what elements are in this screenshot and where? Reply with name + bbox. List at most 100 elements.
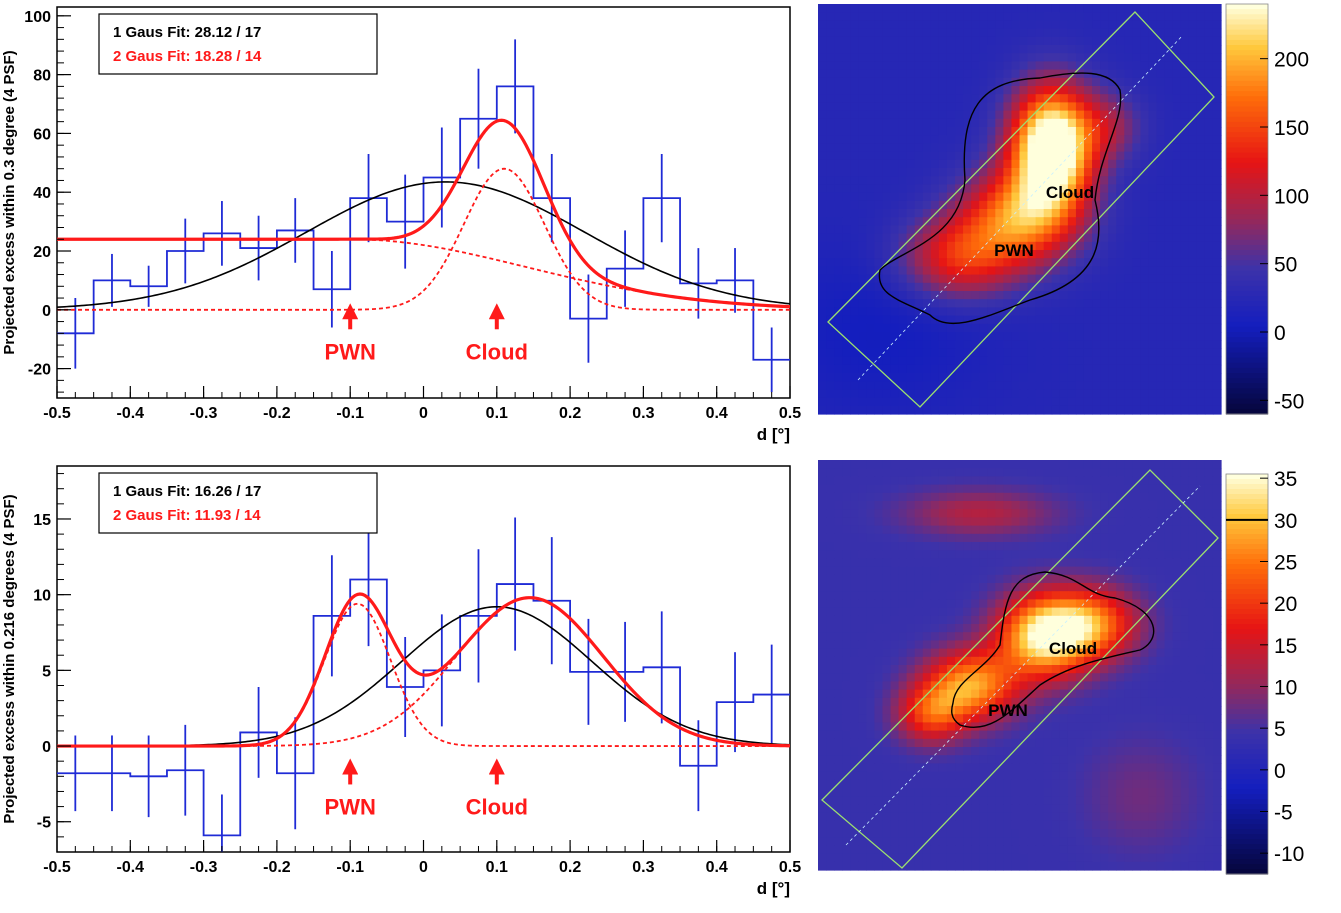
heatmap-cell: [818, 780, 827, 789]
heatmap-cell: [1044, 258, 1053, 267]
heatmap-cell: [1124, 70, 1133, 79]
heatmap-cell: [1116, 283, 1125, 292]
heatmap-cell: [987, 127, 996, 136]
heatmap-cell: [1181, 796, 1190, 805]
heatmap-cell: [915, 78, 924, 87]
heatmap-cell: [923, 102, 932, 111]
heatmap-cell: [1003, 209, 1012, 218]
heatmap-cell: [826, 12, 835, 21]
heatmap-cell: [850, 591, 859, 600]
heatmap-cell: [1036, 406, 1045, 415]
heatmap-cell: [1076, 348, 1085, 357]
heatmap-cell: [842, 29, 851, 38]
heatmap-cell: [1205, 599, 1214, 608]
heatmap-cell: [915, 234, 924, 243]
heatmap-cell: [1132, 70, 1141, 79]
heatmap-cell: [818, 160, 827, 169]
heatmap-cell: [1165, 640, 1174, 649]
heatmap-cell: [1092, 316, 1101, 325]
heatmap-cell: [1181, 102, 1190, 111]
data-histogram: [57, 580, 790, 836]
heatmap-cell: [1197, 406, 1206, 415]
heatmap-cell: [1173, 184, 1182, 193]
heatmap-cell: [899, 406, 908, 415]
heatmap-cell: [1132, 152, 1141, 161]
heatmap-cell: [1044, 143, 1053, 152]
heatmap-cell: [1060, 152, 1069, 161]
heatmap-cell: [1132, 127, 1141, 136]
heatmap-cell: [818, 291, 827, 300]
heatmap-cell: [1116, 20, 1125, 29]
heatmap-cell: [882, 632, 891, 641]
heatmap-cell: [1084, 690, 1093, 699]
heatmap-cell: [1052, 747, 1061, 756]
heatmap-cell: [834, 591, 843, 600]
heatmap-cell: [1148, 61, 1157, 70]
heatmap-cell: [866, 755, 875, 764]
heatmap-cell: [907, 485, 916, 494]
heatmap-cell: [850, 534, 859, 543]
heatmap-cell: [995, 398, 1004, 407]
heatmap-cell: [915, 583, 924, 592]
heatmap-cell: [850, 608, 859, 617]
heatmap-cell: [907, 152, 916, 161]
heatmap-cell: [987, 45, 996, 54]
heatmap-cell: [866, 780, 875, 789]
heatmap-cell: [842, 583, 851, 592]
y-tick-label: 5: [42, 663, 51, 680]
heatmap-cell: [1084, 698, 1093, 707]
heatmap-cell: [1020, 357, 1029, 366]
heatmap-cell: [1124, 201, 1133, 210]
heatmap-cell: [891, 324, 900, 333]
heatmap-cell: [1036, 460, 1045, 469]
heatmap-cell: [1011, 796, 1020, 805]
heatmap-cell: [818, 332, 827, 341]
heatmap-cell: [818, 763, 827, 772]
heatmap-cell: [834, 690, 843, 699]
heatmap-cell: [1068, 53, 1077, 62]
heatmap-cell: [1157, 542, 1166, 551]
heatmap-cell: [1100, 534, 1109, 543]
heatmap-cell: [1036, 796, 1045, 805]
heatmap-cell: [1060, 583, 1069, 592]
heatmap-cell: [899, 755, 908, 764]
heatmap-cell: [1124, 558, 1133, 567]
heatmap-cell: [842, 201, 851, 210]
colorbar-segment: [1226, 368, 1268, 374]
heatmap-cell: [826, 698, 835, 707]
colorbar-segment: [1226, 404, 1268, 410]
heatmap-cell: [971, 119, 980, 128]
heatmap-cell: [858, 20, 867, 29]
colorbar-segment: [1226, 194, 1268, 200]
heatmap-cell: [1003, 4, 1012, 13]
heatmap-cell: [907, 796, 916, 805]
heatmap-cell: [842, 61, 851, 70]
heatmap-cell: [842, 731, 851, 740]
heatmap-cell: [1116, 53, 1125, 62]
heatmap-cell: [979, 747, 988, 756]
heatmap-cell: [931, 624, 940, 633]
heatmap-cell: [987, 468, 996, 477]
heatmap-cell: [858, 681, 867, 690]
heatmap-cell: [915, 160, 924, 169]
heatmap-cell: [1132, 722, 1141, 731]
heatmap-cell: [1100, 307, 1109, 316]
heatmap-cell: [1020, 542, 1029, 551]
heatmap-cell: [1108, 632, 1117, 641]
heatmap-cell: [995, 526, 1004, 535]
heatmap-cell: [1092, 739, 1101, 748]
heatmap-cell: [818, 53, 827, 62]
heatmap-cell: [915, 94, 924, 103]
y-tick-label: 100: [24, 9, 51, 26]
heatmap-cell: [1003, 583, 1012, 592]
heatmap-cell: [834, 37, 843, 46]
heatmap-cell: [882, 788, 891, 797]
x-tick-label: -0.1: [336, 405, 364, 422]
heatmap-cell: [947, 340, 956, 349]
heatmap-cell: [955, 29, 964, 38]
heatmap-cell: [979, 275, 988, 284]
heatmap-cell: [947, 632, 956, 641]
heatmap-cell: [1052, 348, 1061, 357]
heatmap-cell: [1020, 291, 1029, 300]
heatmap-cell: [1028, 266, 1037, 275]
